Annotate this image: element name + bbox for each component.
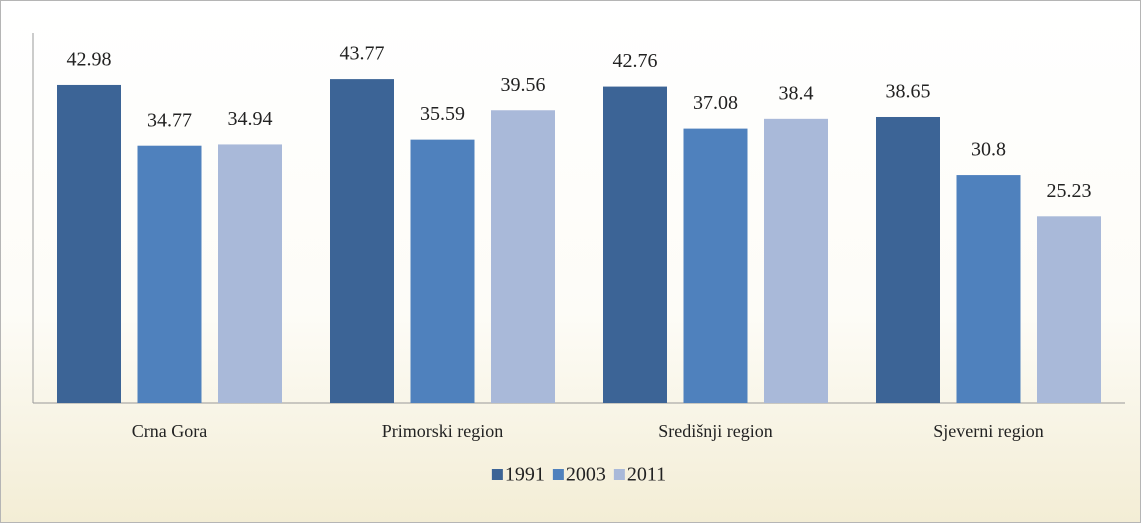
bar (57, 84, 121, 403)
data-label: 35.59 (420, 103, 465, 125)
data-label: 34.77 (147, 109, 192, 131)
legend-swatch (552, 469, 564, 480)
data-label: 42.98 (67, 49, 112, 71)
bar (410, 139, 475, 403)
data-label: 39.56 (501, 74, 546, 96)
bar (764, 118, 828, 403)
data-label: 34.94 (228, 108, 273, 130)
bar (1037, 216, 1101, 403)
bar (491, 110, 555, 404)
data-label: 30.8 (971, 139, 1006, 161)
data-label: 38.65 (886, 81, 931, 103)
legend-label: 1991 (505, 464, 545, 486)
x-tick-label: Središnji region (658, 421, 773, 441)
data-label: 25.23 (1047, 180, 1092, 202)
legend: 1991 2003 2011 (491, 464, 666, 486)
bar (218, 144, 282, 403)
data-label: 38.4 (779, 82, 814, 104)
x-tick-label: Primorski region (382, 421, 504, 441)
data-label: 42.76 (613, 50, 658, 72)
legend-label: 2003 (566, 464, 606, 486)
bar (137, 145, 202, 403)
data-label: 37.08 (693, 92, 738, 114)
bar (603, 86, 667, 404)
bar (956, 175, 1021, 403)
legend-swatch (491, 469, 503, 480)
bar (683, 128, 748, 403)
legend-label: 2011 (627, 464, 666, 486)
legend-swatch (613, 469, 625, 480)
bar (330, 79, 394, 404)
bar (876, 116, 940, 404)
x-tick-label: Crna Gora (132, 421, 207, 441)
data-label: 43.77 (340, 43, 385, 65)
x-tick-label: Sjeverni region (933, 421, 1043, 441)
